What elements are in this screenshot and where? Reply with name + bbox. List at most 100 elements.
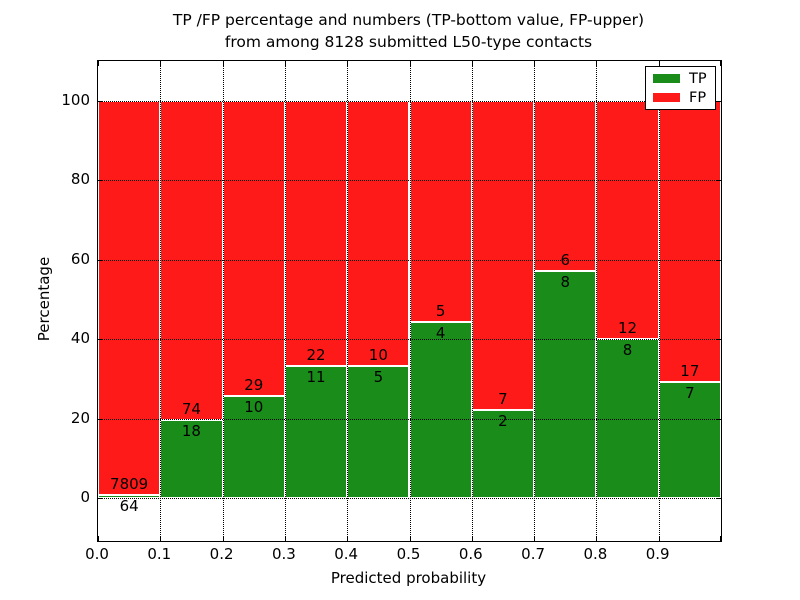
fp-count-label: 5: [435, 301, 446, 320]
chart-title: TP /FP percentage and numbers (TP-bottom…: [97, 9, 720, 53]
chart-title-line2: from among 8128 submitted L50-type conta…: [224, 33, 593, 51]
fp-count-label: 22: [306, 345, 326, 364]
tp-count-label: 8: [622, 341, 633, 360]
tp-count-label: 5: [373, 367, 384, 386]
tp-bar-segment: [284, 365, 348, 498]
tp-count-label: 7: [685, 384, 695, 403]
y-tick: [98, 498, 103, 499]
y-tick-label: 80: [70, 170, 90, 189]
fp-count-label: 29: [244, 376, 264, 395]
v-gridline: [471, 61, 473, 541]
fp-bar-segment: [534, 101, 597, 272]
x-tick: [98, 61, 99, 66]
x-tick-label: 0.9: [645, 545, 670, 563]
tp-count-label: 18: [181, 422, 201, 441]
x-tick-label: 0.2: [209, 545, 234, 563]
fp-count-label: 7: [498, 389, 508, 408]
y-tick: [98, 259, 103, 261]
x-tick: [720, 536, 721, 541]
x-tick-label: 0.5: [396, 545, 421, 563]
fp-count-label: 74: [181, 400, 201, 419]
y-tick: [716, 339, 721, 341]
x-tick: [596, 536, 598, 541]
x-tick: [471, 61, 473, 66]
fp-bar-segment: [596, 101, 659, 340]
tp-swatch-icon: [653, 74, 680, 83]
fp-bar-segment: [471, 101, 535, 410]
x-tick: [409, 61, 411, 66]
x-tick: [720, 61, 721, 66]
x-tick-label: 0.3: [271, 545, 296, 563]
x-tick-label: 0.6: [458, 545, 483, 563]
fp-count-label: 17: [680, 362, 700, 381]
x-tick: [409, 536, 411, 541]
x-tick: [658, 536, 660, 541]
x-tick: [347, 61, 349, 66]
x-tick-label: 0.1: [147, 545, 172, 563]
y-tick-label: 60: [70, 249, 90, 268]
tp-count-label: 64: [119, 496, 139, 515]
y-tick: [98, 180, 103, 182]
v-gridline: [596, 61, 598, 541]
fp-bar-segment: [409, 101, 472, 322]
plot-area: 7809 64 74 18 29 10 22 11 10 5 5 4 7 2 6 8 12 8 17 7: [97, 60, 722, 542]
fp-bar-segment: [347, 101, 410, 366]
x-tick: [222, 536, 224, 541]
y-tick: [98, 101, 103, 102]
legend-item-fp: FP: [646, 90, 715, 106]
v-gridline: [222, 61, 224, 541]
y-tick: [98, 418, 103, 420]
fp-count-label: 6: [560, 251, 571, 270]
v-gridline: [160, 61, 162, 541]
x-tick: [596, 61, 598, 66]
y-tick: [716, 418, 721, 420]
x-tick: [658, 61, 660, 66]
chart-title-line1: TP /FP percentage and numbers (TP-bottom…: [172, 11, 645, 29]
x-tick: [534, 536, 536, 541]
tp-bar-segment: [471, 409, 535, 498]
tp-legend-label: TP: [689, 70, 707, 87]
y-tick: [716, 498, 721, 499]
x-tick: [347, 536, 349, 541]
legend: TP FP: [645, 66, 716, 110]
fp-bar-segment: [222, 101, 285, 397]
y-tick-label: 100: [61, 91, 90, 109]
tp-count-label: 11: [306, 367, 326, 386]
tp-bar-segment: [596, 339, 659, 498]
tp-count-label: 10: [244, 398, 264, 417]
v-gridline: [409, 61, 411, 541]
x-tick: [471, 536, 473, 541]
x-tick: [222, 61, 224, 66]
tp-bar-segment: [409, 321, 472, 498]
x-tick: [160, 536, 162, 541]
fp-count-label: 7809: [110, 474, 149, 493]
fp-bar-segment: [98, 101, 161, 495]
v-gridline: [284, 61, 286, 541]
x-tick-label: 0.0: [85, 545, 109, 563]
x-tick: [160, 61, 162, 66]
y-tick: [716, 101, 721, 102]
y-tick-label: 20: [70, 408, 90, 427]
x-axis-label: Predicted probability: [330, 569, 487, 587]
v-gridline: [658, 61, 660, 541]
x-tick: [284, 61, 286, 66]
fp-count-label: 12: [617, 319, 638, 338]
y-axis-label: Percentage: [35, 256, 53, 342]
fp-bar-segment: [284, 101, 348, 366]
y-tick-label: 40: [70, 329, 90, 348]
v-gridline: [534, 61, 536, 541]
legend-item-tp: TP: [646, 71, 715, 87]
fp-swatch-icon: [653, 93, 680, 102]
y-tick: [716, 180, 721, 182]
tp-bar-segment: [534, 271, 597, 498]
tp-count-label: 8: [560, 273, 571, 292]
tp-bar-segment: [98, 494, 161, 498]
x-tick-label: 0.7: [521, 545, 546, 563]
fp-bar-segment: [658, 101, 721, 383]
fp-legend-label: FP: [689, 89, 707, 106]
tp-bar-segment: [658, 382, 721, 498]
y-tick: [98, 339, 103, 341]
x-tick: [284, 536, 286, 541]
tp-count-label: 2: [498, 411, 508, 430]
